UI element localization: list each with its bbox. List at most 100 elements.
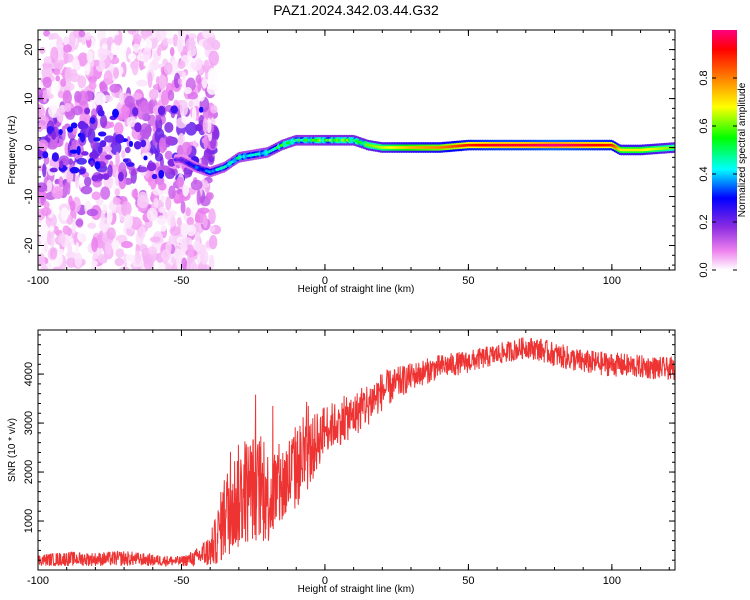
heatmap-cell — [201, 76, 208, 89]
heatmap-cell — [60, 78, 67, 87]
heatmap-cell — [199, 106, 204, 113]
heatmap-cell — [75, 218, 84, 227]
heatmap-cell — [137, 194, 149, 209]
y-tick-label: 10 — [23, 92, 35, 104]
heatmap-cell — [53, 68, 61, 76]
heatmap-cell — [185, 207, 191, 217]
heatmap-cell — [113, 67, 120, 79]
heatmap-cell — [100, 186, 111, 200]
heatmap-cell — [179, 99, 189, 116]
heatmap-cell — [38, 104, 45, 119]
heatmap-cell — [64, 182, 71, 189]
heatmap-cell — [45, 93, 54, 100]
heatmap-cell — [63, 36, 70, 44]
heatmap-cell — [78, 168, 86, 175]
heatmap-cell — [71, 218, 77, 234]
heatmap-cell — [102, 173, 110, 181]
heatmap-cell — [146, 184, 152, 198]
heatmap-cell — [53, 225, 59, 235]
heatmap-cell — [62, 90, 72, 106]
heatmap-cell — [202, 117, 208, 133]
heatmap-cell — [137, 104, 145, 120]
heatmap-cell — [158, 74, 167, 90]
heatmap-cell — [140, 139, 147, 148]
heatmap-cell — [63, 50, 69, 65]
heatmap-cell — [191, 106, 197, 123]
heatmap-cell — [158, 169, 165, 179]
heatmap-cell — [46, 179, 53, 192]
heatmap-cell — [38, 253, 45, 266]
heatmap-cell — [43, 30, 51, 37]
heatmap-cell — [89, 151, 100, 159]
heatmap-cell — [104, 241, 112, 255]
heatmap-cell — [206, 192, 214, 201]
heatmap-cell — [39, 227, 48, 244]
heatmap-cell — [206, 83, 218, 95]
heatmap-cell — [48, 33, 55, 41]
heatmap-cell — [121, 104, 131, 119]
y-tick-label: 20 — [23, 43, 35, 55]
heatmap-cell — [121, 241, 133, 249]
heatmap-cell — [118, 171, 124, 182]
heatmap-cell — [83, 176, 92, 187]
heatmap-cell — [115, 240, 120, 249]
colorbar-tick-label: 0.2 — [698, 214, 710, 229]
heatmap-cell — [168, 233, 180, 247]
heatmap-cell — [69, 149, 79, 154]
heatmap-cell — [177, 60, 186, 69]
heatmap-cell — [126, 116, 137, 128]
heatmap-cell — [113, 34, 123, 46]
heatmap-cell — [159, 225, 167, 232]
snr-ticks: -100 -50 0 50 100 1000 2000 3000 4000 — [23, 330, 675, 587]
heatmap-cell — [125, 254, 135, 261]
heatmap-cell — [202, 264, 211, 270]
heatmap-cell — [66, 256, 76, 268]
heatmap-cell — [50, 46, 59, 63]
heatmap-cell — [112, 197, 121, 205]
heatmap-cell — [194, 123, 203, 132]
heatmap-cell — [109, 83, 121, 93]
heatmap-cell — [187, 244, 194, 258]
heatmap-cell — [181, 257, 187, 270]
heatmap-cell — [39, 46, 46, 54]
heatmap-cell — [86, 50, 94, 63]
heatmap-cell — [91, 191, 101, 200]
heatmap-cell — [115, 248, 125, 258]
chart-title: PAZ1.2024.342.03.44.G32 — [273, 2, 439, 18]
heatmap-cell — [181, 237, 193, 246]
y-tick-label: 0 — [23, 144, 35, 150]
x-tick-label: -50 — [174, 575, 190, 587]
snr-y-label: SNR (10 * v/v) — [7, 418, 18, 482]
heatmap-cell — [77, 75, 87, 89]
colorbar: 0.0 0.2 0.4 0.6 0.8 Normalized spectral ampl… — [698, 30, 748, 278]
colorbar-tick-label: 0.6 — [698, 118, 710, 133]
heatmap-cell — [97, 253, 107, 264]
heatmap-cell — [103, 70, 113, 86]
heatmap-cell — [40, 207, 52, 217]
heatmap-cell — [103, 135, 116, 143]
heatmap-cell — [49, 247, 58, 260]
y-tick-label: -20 — [23, 238, 35, 254]
heatmap-cell — [42, 151, 49, 159]
heatmap-cell — [109, 121, 115, 128]
heatmap-cell — [186, 216, 195, 226]
heatmap-cell — [203, 59, 210, 74]
heatmap-cell — [188, 100, 194, 108]
heatmap-cell — [91, 175, 99, 182]
heatmap-cell — [101, 43, 108, 50]
heatmap-cell — [148, 88, 159, 101]
heatmap-cell — [169, 47, 175, 57]
heatmap-cell — [56, 107, 64, 122]
heatmap-cell — [208, 50, 220, 67]
heatmap-cell — [55, 75, 61, 82]
heatmap-cell — [60, 207, 69, 221]
heatmap-cell — [158, 182, 167, 191]
heatmap-cell — [157, 105, 166, 116]
heatmap-cell — [97, 145, 103, 154]
heatmap-cell — [143, 155, 148, 161]
heatmap-cell — [102, 204, 108, 215]
heatmap-cell — [38, 122, 44, 133]
heatmap-cell — [79, 175, 85, 189]
heatmap-cell — [175, 176, 185, 188]
